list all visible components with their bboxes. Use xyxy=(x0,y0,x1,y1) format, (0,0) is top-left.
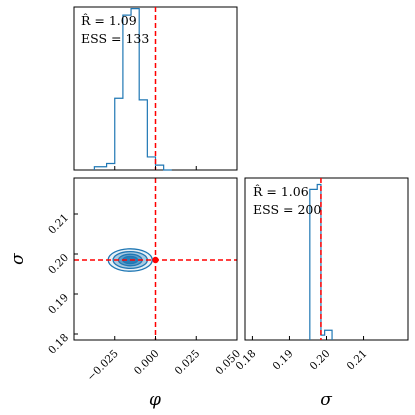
joint-xtick-label-1: 0.000 xyxy=(132,348,162,378)
joint-xtick-label-2: 0.025 xyxy=(173,348,203,378)
rhat-phi: R̂ = 1.09 xyxy=(81,13,137,28)
joint-ytick-label-2: 0.20 xyxy=(46,252,71,277)
truth-point xyxy=(152,256,159,264)
joint-contours xyxy=(74,178,237,340)
joint-ytick-label-1: 0.19 xyxy=(46,292,71,317)
hist-sigma-xtick-label-2: 0.20 xyxy=(308,348,333,373)
joint-ytick-label-0: 0.18 xyxy=(46,332,71,357)
hist-sigma-xtick-label-1: 0.19 xyxy=(271,348,296,373)
xaxis-title-phi: φ xyxy=(149,390,161,410)
hist-phi-steps xyxy=(93,8,172,171)
histogram-phi-panel xyxy=(73,6,238,171)
joint-xtick-label-0: −0.025 xyxy=(85,348,121,384)
hist-sigma-xtick-label-3: 0.21 xyxy=(345,348,370,373)
rhat-sigma: R̂ = 1.06 xyxy=(253,184,309,199)
ess-sigma: ESS = 200 xyxy=(253,202,321,217)
yaxis-title-sigma: σ xyxy=(8,253,28,265)
joint-ytick-label-3: 0.21 xyxy=(46,212,71,237)
xaxis-title-sigma: σ xyxy=(320,390,332,410)
ess-phi: ESS = 133 xyxy=(81,31,149,46)
